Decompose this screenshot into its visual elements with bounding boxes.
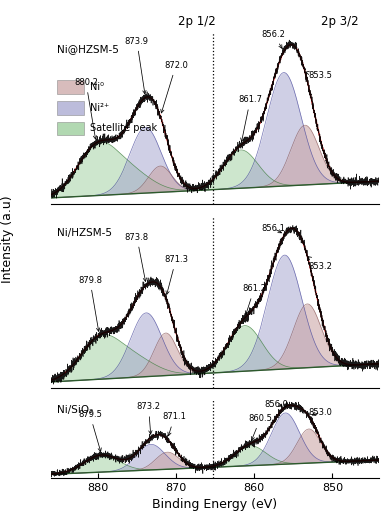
- Text: Ni/SiO₂: Ni/SiO₂: [57, 405, 94, 415]
- Text: 856.1: 856.1: [262, 224, 286, 233]
- Text: Ni/HZSM-5: Ni/HZSM-5: [57, 228, 112, 238]
- Text: 873.9: 873.9: [125, 37, 149, 94]
- Text: 873.8: 873.8: [125, 233, 149, 281]
- Text: Intensity (a.u): Intensity (a.u): [1, 195, 14, 283]
- Text: Ni@HZSM-5: Ni@HZSM-5: [57, 44, 119, 54]
- Text: Ni⁰: Ni⁰: [90, 82, 104, 92]
- Bar: [57, 101, 84, 115]
- Text: 853.5: 853.5: [306, 71, 333, 80]
- Text: 853.0: 853.0: [308, 408, 333, 417]
- Text: 853.2: 853.2: [308, 256, 333, 271]
- Text: 2p 1/2: 2p 1/2: [178, 15, 216, 29]
- Text: Satellite peak: Satellite peak: [90, 124, 157, 133]
- Text: 879.8: 879.8: [78, 276, 102, 331]
- Text: 861.2: 861.2: [242, 284, 266, 314]
- Text: 860.5: 860.5: [248, 414, 273, 440]
- Text: 856.0: 856.0: [264, 400, 288, 409]
- Bar: [57, 80, 84, 94]
- Text: 880.2: 880.2: [74, 78, 98, 139]
- X-axis label: Binding Energy (eV): Binding Energy (eV): [152, 498, 278, 511]
- Text: 861.7: 861.7: [238, 96, 262, 141]
- Text: 871.1: 871.1: [162, 413, 187, 436]
- Text: 879.5: 879.5: [78, 410, 102, 451]
- Text: Ni²⁺: Ni²⁺: [90, 103, 109, 113]
- Text: 2p 3/2: 2p 3/2: [321, 15, 359, 29]
- Bar: [57, 122, 84, 135]
- Text: 871.3: 871.3: [164, 255, 188, 294]
- Text: 856.2: 856.2: [262, 30, 286, 48]
- Text: 873.2: 873.2: [136, 402, 161, 434]
- Text: 872.0: 872.0: [161, 61, 188, 113]
